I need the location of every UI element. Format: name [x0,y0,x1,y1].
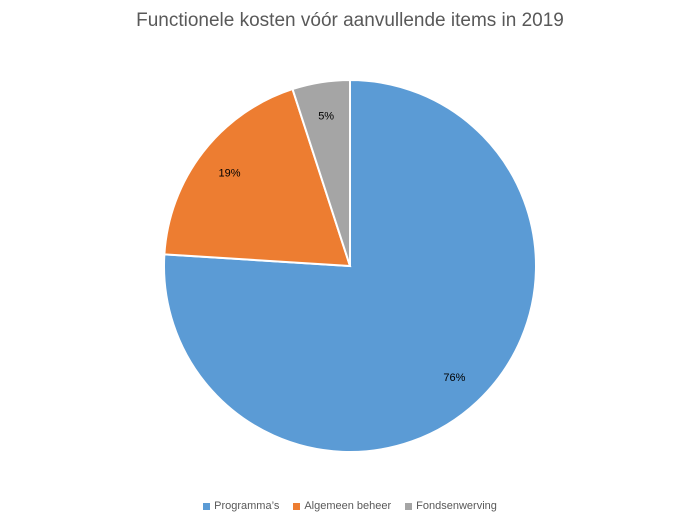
chart-legend: Programma’s Algemeen beheer Fondsenwervi… [0,500,700,512]
legend-item-fondsenwerving: Fondsenwerving [405,500,497,512]
legend-item-programmas: Programma’s [203,500,279,512]
pie-labels: 76% 19% 5% [218,110,465,384]
legend-item-algemeen-beheer: Algemeen beheer [293,500,391,512]
slice-fondsenwerving [291,78,351,267]
slice-algemeen-beheer [163,87,352,268]
legend-label: Algemeen beheer [304,500,392,512]
data-label-programmas: 76% [443,372,465,384]
legend-label: Fondsenwerving [416,500,497,512]
legend-swatch [405,502,413,510]
data-label-algemeen-beheer: 19% [218,168,240,180]
data-label-fondsenwerving: 5% [318,110,334,122]
chart-title: Functionele kosten vóór aanvullende item… [136,10,564,31]
legend-label: Programma’s [214,500,280,512]
legend-swatch [293,502,301,510]
pie-slices [163,78,537,453]
legend-swatch [203,502,211,510]
